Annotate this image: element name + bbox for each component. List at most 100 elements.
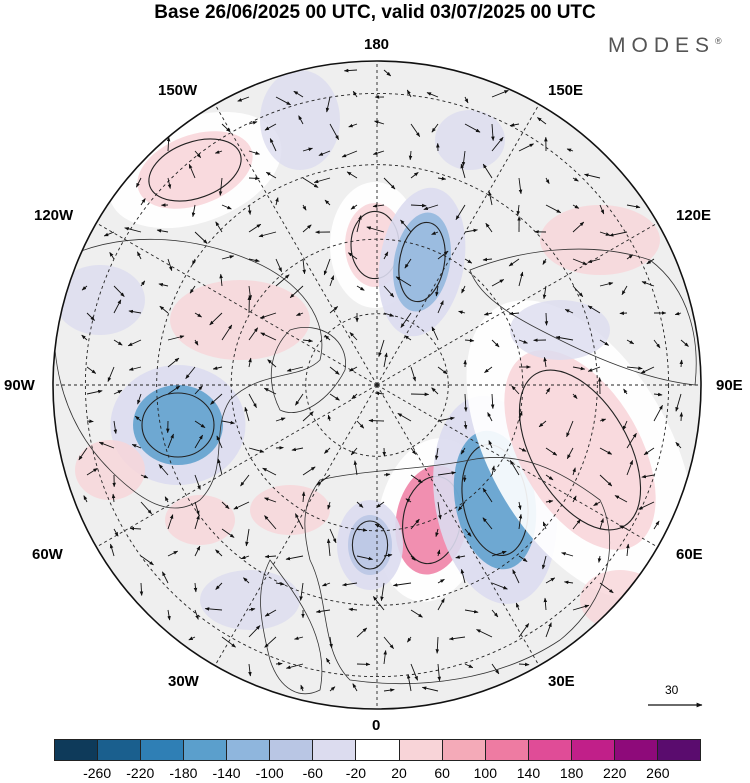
wind-vector [400, 312, 412, 328]
wind-vector [675, 441, 682, 449]
wind-vector [508, 311, 520, 316]
wind-vector [572, 177, 579, 182]
wind-vector [431, 231, 439, 235]
colorbar-swatch [313, 740, 357, 760]
wind-vector [597, 555, 602, 563]
wind-vector [167, 433, 174, 449]
wind-vector [614, 495, 628, 503]
wind-vector [410, 555, 416, 561]
wind-vector [653, 520, 660, 530]
wind-vector [245, 528, 250, 547]
colorbar-tick: 260 [646, 765, 670, 781]
wind-vector [542, 521, 547, 530]
wind-vector [448, 636, 466, 641]
wind-vector [275, 417, 286, 422]
wind-vector [347, 252, 358, 260]
wind-vector [410, 123, 421, 137]
wind-vector [508, 258, 520, 267]
wind-vector [81, 334, 88, 341]
wind-vector [675, 393, 682, 412]
wind-vector [464, 123, 481, 133]
wind-vector [455, 555, 466, 559]
wind-vector [406, 673, 412, 692]
wind-vector [566, 447, 574, 460]
wind-vector [626, 459, 634, 476]
wind-vector [325, 657, 331, 665]
wind-vector [437, 578, 445, 584]
wind-vector [221, 324, 233, 341]
wind-vector [641, 281, 655, 287]
wind-vector [324, 199, 331, 206]
wind-vector [542, 258, 547, 265]
wind-vector [491, 89, 509, 98]
wind-vector [294, 513, 304, 530]
coastline [469, 248, 697, 386]
wind-vector [572, 467, 576, 476]
wind-vector [298, 115, 304, 125]
wind-vector [325, 96, 331, 113]
wind-vector [626, 254, 634, 260]
wind-vector [329, 275, 335, 287]
wind-vector [464, 609, 479, 614]
wind-vector [431, 326, 439, 341]
wind-vector [599, 447, 613, 455]
wind-vector [476, 629, 493, 638]
wind-vector [86, 366, 97, 374]
wind-vector [315, 609, 331, 614]
latitude-circle [156, 164, 598, 606]
wind-vector [248, 327, 259, 341]
wind-vector [140, 474, 149, 479]
wind-vector [167, 177, 172, 189]
wind-vector [209, 312, 223, 326]
wind-vector [356, 555, 374, 561]
lon-label-150w: 150W [158, 82, 198, 99]
wind-vector [518, 623, 530, 638]
wind-vector [464, 663, 474, 669]
wind-vector [140, 198, 146, 206]
wind-vector [383, 312, 395, 317]
wind-vector [572, 366, 586, 371]
wind-vector [490, 393, 495, 410]
wind-vector [264, 123, 277, 131]
wind-vector [352, 90, 358, 98]
wind-vector [372, 596, 385, 611]
wind-vector [167, 258, 173, 272]
colorbar-swatch [485, 740, 529, 760]
colorbar-swatch [399, 740, 443, 760]
wind-vector [406, 89, 412, 98]
wind-vector [434, 447, 439, 461]
wind-vector [518, 177, 523, 195]
wind-vector [194, 231, 208, 244]
wind-vector [129, 526, 142, 531]
wind-vector [291, 447, 304, 452]
wind-vector [329, 686, 336, 692]
wind-vector [329, 123, 339, 140]
wind-vector [221, 420, 235, 425]
wind-vector [103, 231, 115, 237]
wind-vector [572, 204, 580, 209]
wind-vector [545, 387, 551, 395]
wind-vector [240, 474, 250, 487]
wind-vector [78, 447, 88, 461]
wind-vector [392, 582, 412, 587]
wind-vector [248, 150, 260, 155]
wind-vector [457, 501, 466, 511]
wind-vector [167, 385, 181, 395]
wind-vector [191, 204, 196, 218]
wind-vector [626, 543, 630, 557]
wind-vector [410, 366, 416, 382]
wind-vector [316, 474, 331, 486]
wind-vector [350, 204, 358, 210]
wind-vector [240, 555, 250, 560]
wind-vector [545, 577, 556, 584]
wind-vector [98, 441, 115, 449]
wind-vector [194, 514, 200, 530]
wind-vector [269, 138, 277, 152]
wind-vector [351, 393, 358, 400]
wind-vector [543, 356, 547, 368]
wind-vector [219, 273, 223, 287]
colorbar-tick: -180 [169, 765, 198, 781]
wind-vector [356, 501, 364, 508]
colorbar-swatch [442, 740, 486, 760]
